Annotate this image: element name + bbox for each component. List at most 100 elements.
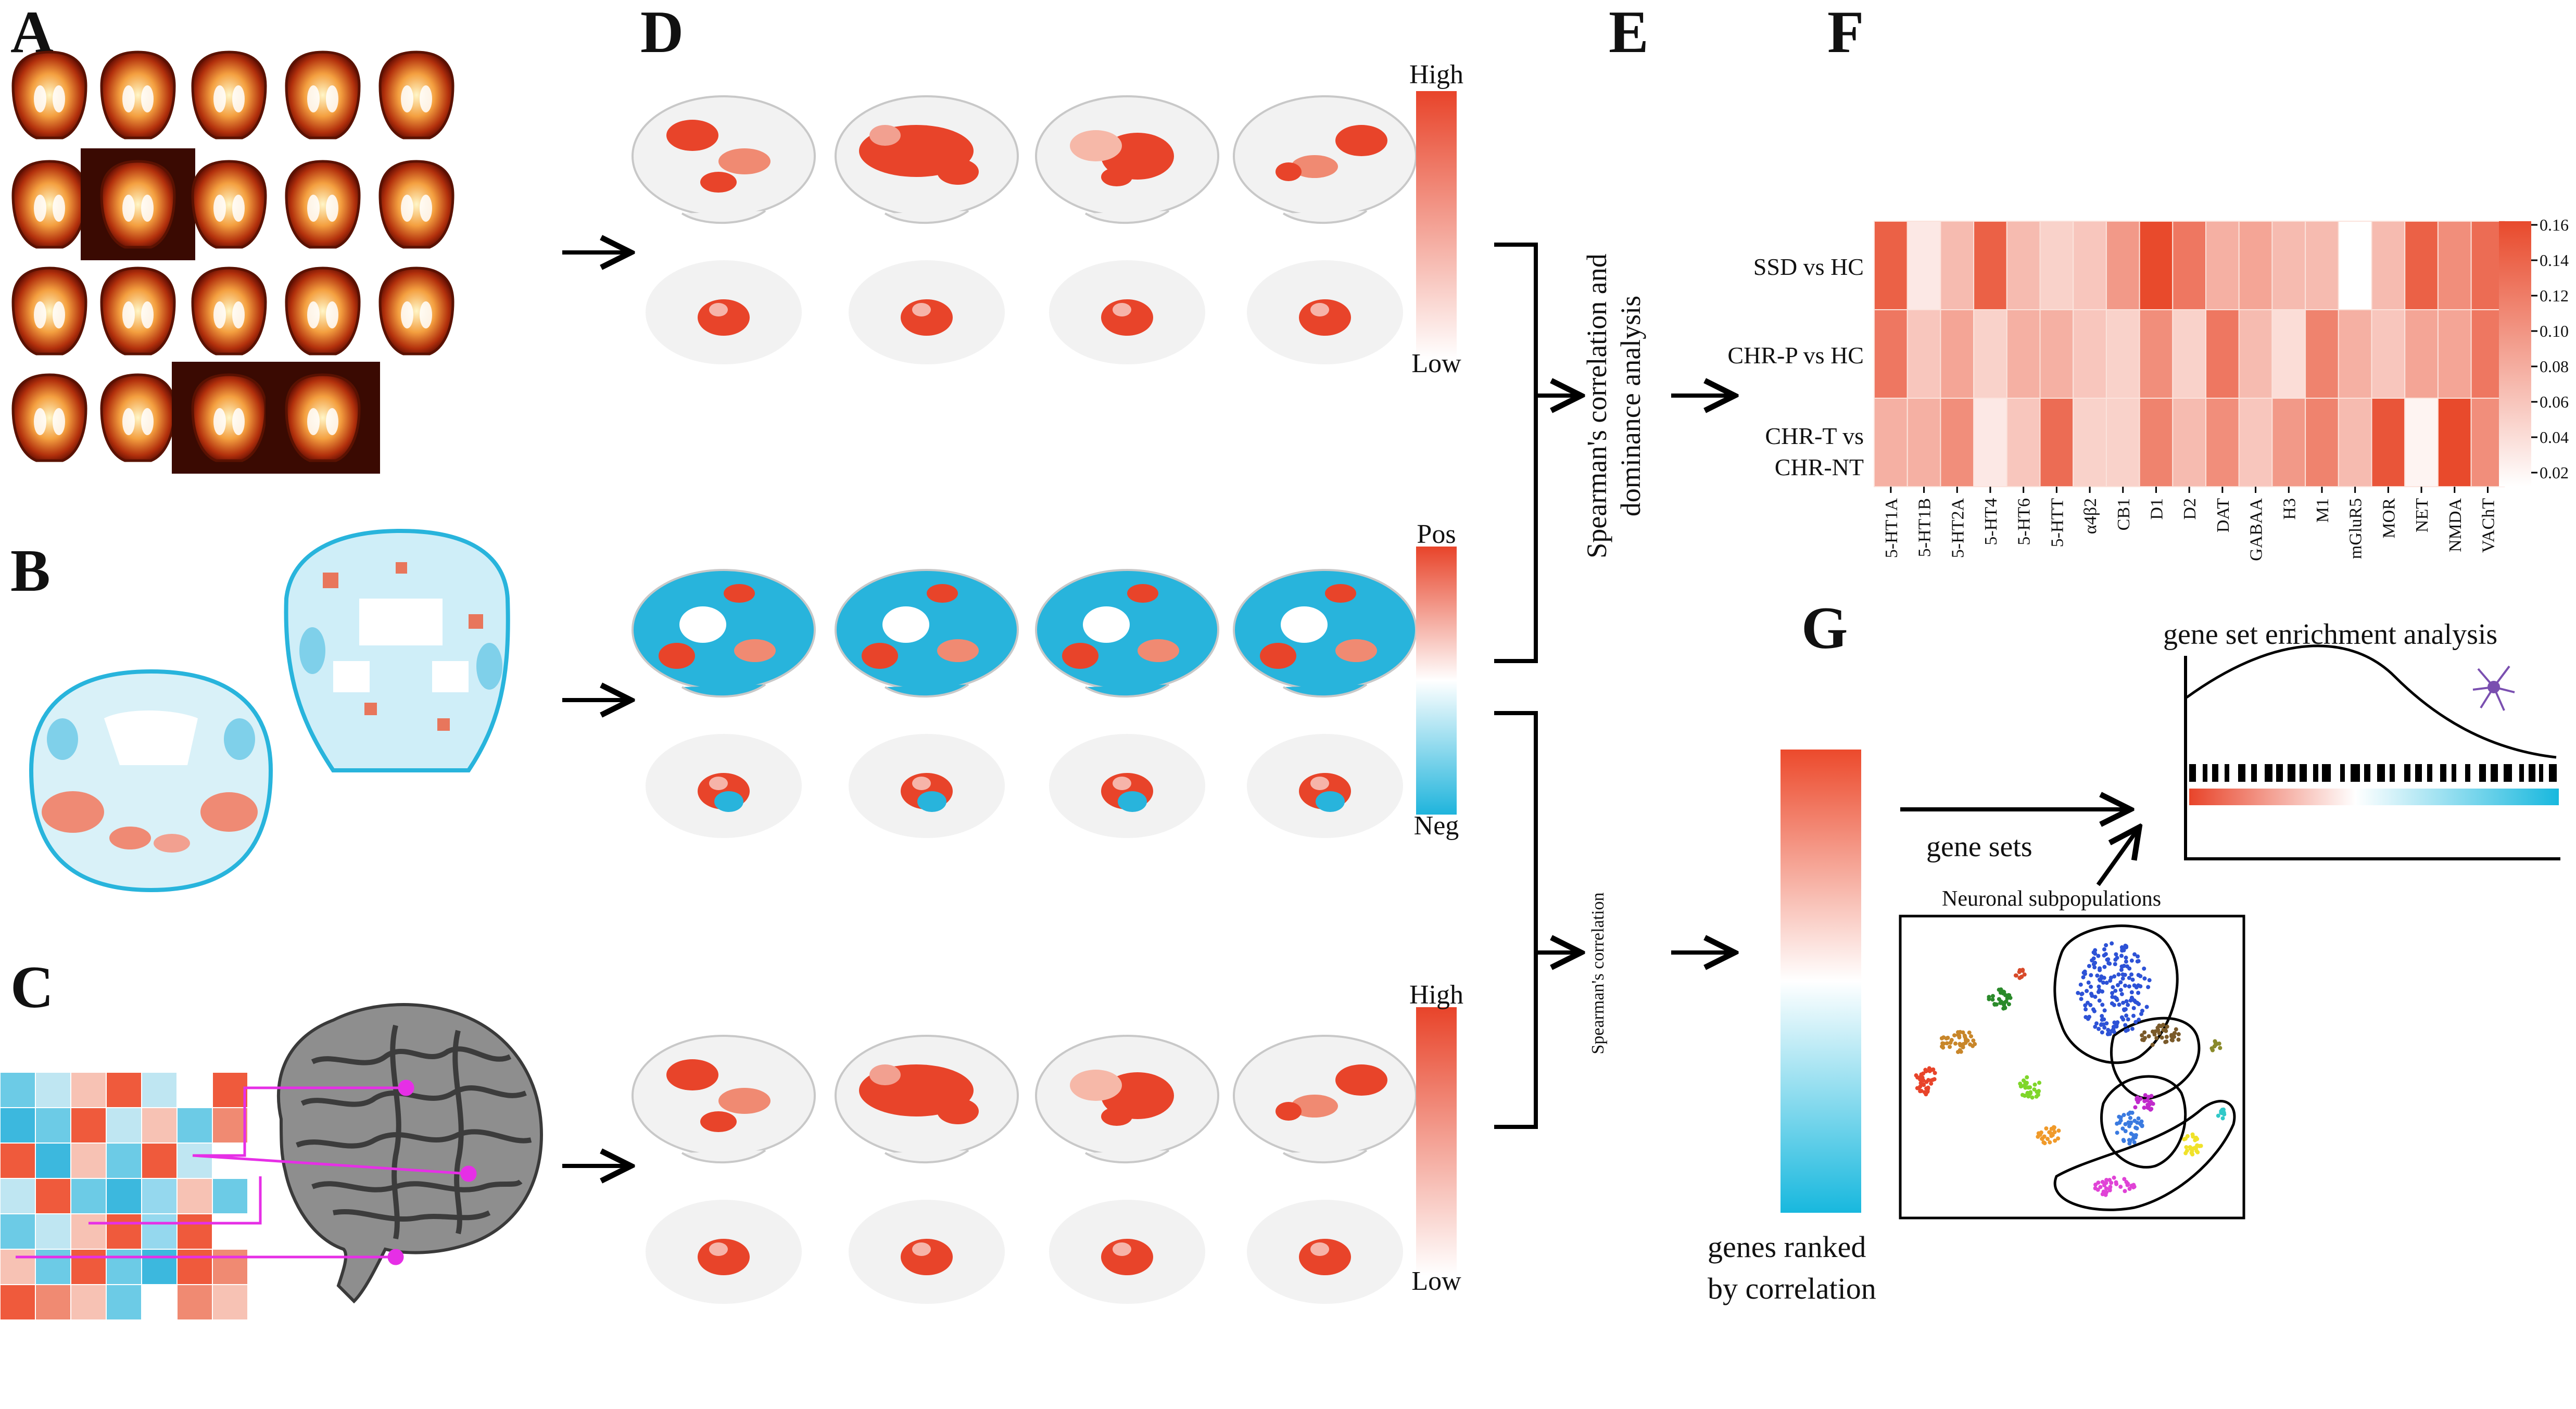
- gsea-hit: [2452, 764, 2456, 782]
- scale-tick-label-6: 0.06: [2540, 392, 2569, 411]
- matrix-cell: [106, 1072, 142, 1108]
- matrix-cell: [141, 1107, 178, 1144]
- gsea-hit-markers: [2189, 764, 2557, 782]
- matrix-cell: [106, 1143, 142, 1179]
- gene-expression-matrix: [0, 1072, 248, 1321]
- gsea-hit: [2340, 764, 2345, 782]
- gsea-hit: [2203, 764, 2207, 782]
- gsea-hit: [2440, 764, 2446, 782]
- matrix-cell: [0, 1107, 36, 1144]
- subcortex-row1-view1: [646, 260, 802, 364]
- subcortex-row1-view4: [1247, 260, 1403, 364]
- matrix-cell: [106, 1213, 142, 1250]
- heatmap-cell-r1-c5: [2006, 221, 2041, 310]
- scale-tick-label-3: 0.12: [2540, 286, 2569, 305]
- heatmap-cell-r1-c8: [2105, 221, 2140, 310]
- colorbar-pos-neg: Pos Neg: [1414, 519, 1459, 841]
- gsea-hit: [2427, 764, 2432, 782]
- matrix-cell: [176, 1284, 213, 1321]
- pet-slice-11: [11, 266, 87, 356]
- scale-tick-label-5: 0.08: [2540, 357, 2569, 376]
- matrix-cell: [70, 1178, 107, 1214]
- matrix-cell: [70, 1249, 107, 1285]
- matrix-cell: [0, 1284, 36, 1321]
- heatmap-scale-ticks: 0.16 0.14 0.12 0.10 0.08 0.06 0.04 0.02: [2531, 215, 2569, 482]
- gene-sets-label: gene sets: [1926, 831, 2032, 863]
- heatmap-cell-r2-c17: [2404, 309, 2439, 399]
- pet-slice-grid: [11, 50, 454, 474]
- pet-slice-6: [11, 160, 87, 249]
- colorbar-3-bottom-label: Low: [1411, 1266, 1461, 1296]
- heatmap-cell-r2-c5: [2006, 309, 2041, 399]
- heatmap-col-label-18: NMDA: [2446, 498, 2465, 552]
- matrix-cell: [0, 1213, 36, 1250]
- heatmap-cell-r1-c6: [2039, 221, 2074, 310]
- gsea-hit: [2212, 764, 2218, 782]
- heatmap-col-label-14: M1: [2313, 498, 2332, 523]
- heatmap-cell-r3-c17: [2404, 398, 2439, 487]
- pet-slice-3: [191, 50, 267, 139]
- gsea-hit: [2415, 764, 2422, 782]
- gsea-hit: [2225, 764, 2229, 782]
- panel-letter-f: F: [1827, 0, 1864, 65]
- matrix-cell: [106, 1284, 142, 1321]
- brain-map-row1-view1: [632, 95, 816, 224]
- tsne-cluster-5: [2018, 1075, 2042, 1100]
- colorbar-2-top-label: Pos: [1417, 519, 1456, 549]
- matrix-cell: [141, 1284, 178, 1321]
- pet-slice-19: [266, 362, 380, 474]
- dominance-label-line2: dominance analysis: [1615, 296, 1646, 516]
- spearman-label: Spearman's correlation: [1588, 892, 1608, 1054]
- matrix-cell: [141, 1249, 178, 1285]
- pet-slice-8: [191, 160, 267, 249]
- pet-slice-1: [11, 50, 87, 139]
- pet-slice-2: [100, 50, 176, 139]
- heatmap-cell-r3-c8: [2105, 398, 2140, 487]
- tsne-cell-clusters: [1914, 941, 2227, 1197]
- brain-map-row3-view4: [1233, 1035, 1417, 1164]
- coronal-slice-right: [284, 528, 510, 772]
- gsea-hit: [2251, 764, 2257, 782]
- tsne-cluster-9: [2115, 1110, 2144, 1146]
- heatmap-cell-r3-c14: [2305, 398, 2339, 487]
- matrix-cell: [0, 1178, 36, 1214]
- matrix-cell: [176, 1072, 213, 1108]
- subcortex-row3-view4: [1247, 1200, 1403, 1304]
- brain-map-row2-view3: [1035, 569, 1219, 698]
- heatmap-col-label-16: MOR: [2379, 498, 2398, 539]
- contrast-map-slices: [29, 528, 510, 893]
- heatmap-cell-r2-c10: [2172, 309, 2206, 399]
- matrix-cell: [35, 1249, 71, 1285]
- tsne-cluster-10: [2182, 1132, 2203, 1157]
- heatmap-row-label-1: SSD vs HC: [1753, 253, 1864, 280]
- gsea-hit: [2276, 764, 2283, 782]
- bracket-dominance: [1494, 243, 1577, 663]
- heatmap-cell-r1-c15: [2338, 221, 2372, 310]
- gsea-hit: [2288, 764, 2295, 782]
- heatmap-cell-r1-c3: [1940, 221, 1975, 310]
- heatmap-cell-r2-c12: [2238, 309, 2273, 399]
- heatmap-cell-r3-c4: [1973, 398, 2007, 487]
- heatmap-col-label-19: VAChT: [2479, 498, 2498, 553]
- heatmap-cell-r2-c13: [2271, 309, 2306, 399]
- matrix-cell: [70, 1072, 107, 1108]
- heatmap-cell-r3-c7: [2073, 398, 2107, 487]
- heatmap-cell-r2-c9: [2139, 309, 2174, 399]
- panel-letter-c: C: [10, 954, 54, 1020]
- matrix-cell: [106, 1249, 142, 1285]
- heatmap-cell-r2-c2: [1906, 309, 1941, 399]
- gsea-hit: [2465, 764, 2470, 782]
- pet-slice-4: [285, 50, 361, 139]
- gsea-hit: [2189, 764, 2196, 782]
- brain-map-row1-view4: [1233, 95, 1417, 224]
- pet-slice-17: [100, 373, 176, 462]
- pet-slice-15: [378, 266, 454, 356]
- gsea-hit: [2390, 764, 2395, 782]
- gsea-hit: [2519, 764, 2524, 782]
- matrix-cell: [212, 1284, 248, 1321]
- heatmap-col-label-13: H3: [2280, 498, 2299, 520]
- gsea-hit: [2404, 764, 2410, 782]
- tsne-cluster-7: [2133, 1093, 2155, 1112]
- heatmap-cell-r1-c19: [2470, 221, 2505, 310]
- scale-tick-label-1: 0.16: [2540, 215, 2569, 234]
